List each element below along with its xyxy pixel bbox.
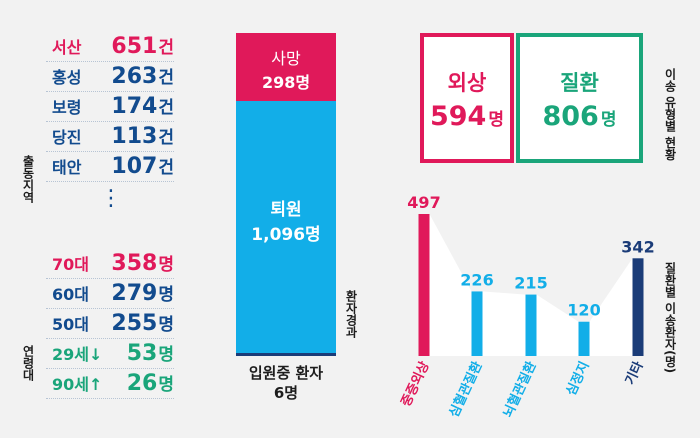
illness-label: 질환 <box>560 71 599 95</box>
age-number: 26 <box>126 371 158 396</box>
age-number: 358 <box>111 251 158 276</box>
region-number: 174 <box>111 94 158 119</box>
outcome-title: 환자경과 <box>344 290 358 338</box>
age-row: 70대 358명 <box>46 248 174 279</box>
age-label: 50대 <box>52 315 89 334</box>
illness-box: 질환 806 명 <box>516 33 643 163</box>
injury-label: 외상 <box>447 71 487 95</box>
category-label-1: 심혈관질환 <box>446 359 486 420</box>
age-label: 90세↑ <box>52 375 103 394</box>
bar-value-3: 120 <box>567 301 600 320</box>
illness-unit: 명 <box>600 110 617 130</box>
age-value: 358명 <box>111 250 174 276</box>
region-label: 태안 <box>52 158 82 177</box>
region-row: 보령 174건 <box>46 91 174 122</box>
discharge-label: 퇴원 <box>270 200 302 220</box>
disease-chart: 497 중증외상 226 심혈관질환 215 뇌혈관질환 120 심정지 342 기타 <box>398 193 655 420</box>
region-number: 113 <box>111 124 158 149</box>
transfer-title: 이송 유형별 현황 <box>663 68 677 161</box>
region-number: 263 <box>111 64 158 89</box>
injury-unit: 명 <box>488 110 504 130</box>
age-row: 50대 255명 <box>46 308 174 339</box>
category-label-2: 뇌혈관질환 <box>500 359 540 420</box>
bar-2 <box>525 294 537 356</box>
region-unit: 건 <box>158 68 174 88</box>
chart-title: 질환별 이송환자(명) <box>663 262 677 374</box>
age-value: 53명 <box>127 340 174 366</box>
age-value: 26명 <box>127 370 174 396</box>
region-row: 서산 651건 <box>46 31 174 62</box>
discharge-value: 1,096명 <box>251 225 321 245</box>
region-unit: 건 <box>158 158 174 178</box>
region-row: 태안 107건 <box>46 151 174 182</box>
bar-value-0: 497 <box>407 193 440 212</box>
category-label-3: 심정지 <box>563 359 593 398</box>
region-value: 174건 <box>111 93 174 119</box>
bar-value-4: 342 <box>621 237 654 256</box>
region-label: 당진 <box>52 128 82 147</box>
region-value: 107건 <box>111 153 174 179</box>
age-row: 29세↓ 53명 <box>46 338 174 369</box>
age-number: 53 <box>126 341 158 366</box>
death-bar: 사망 298명 <box>236 33 336 101</box>
bar-value-1: 226 <box>460 270 493 289</box>
age-row: 60대 279명 <box>46 278 174 309</box>
age-unit: 명 <box>158 315 174 335</box>
category-label-4: 기타 <box>622 359 647 387</box>
region-number: 651 <box>111 34 158 59</box>
category-label-0: 중증외상 <box>398 359 433 409</box>
bar-4 <box>632 258 644 356</box>
inpatient-value: 6명 <box>273 384 299 402</box>
region-row: 홍성 263건 <box>46 61 174 92</box>
age-unit: 명 <box>158 375 174 395</box>
bar-value-2: 215 <box>514 274 547 293</box>
illness-value-line: 806 명 <box>520 101 639 132</box>
region-title: 출동지역 <box>21 155 35 203</box>
discharge-bar: 퇴원 1,096명 <box>236 101 336 353</box>
death-value: 298명 <box>261 73 311 92</box>
bar-1 <box>471 291 483 356</box>
ellipsis: ⋮ <box>100 186 122 211</box>
region-unit: 건 <box>158 38 174 58</box>
bar-0 <box>418 214 430 356</box>
age-number: 255 <box>111 311 158 336</box>
region-value: 263건 <box>111 63 174 89</box>
age-number: 279 <box>111 281 158 306</box>
age-label: 29세↓ <box>52 345 103 364</box>
age-label: 60대 <box>52 285 89 304</box>
injury-value: 594 <box>429 101 487 132</box>
region-label: 보령 <box>52 98 82 117</box>
inpatient-bar <box>236 353 336 356</box>
region-label: 홍성 <box>52 68 82 87</box>
inpatient-label: 입원중 환자 <box>248 364 324 382</box>
age-row: 90세↑ 26명 <box>46 368 174 399</box>
region-unit: 건 <box>158 128 174 148</box>
age-value: 255명 <box>111 310 174 336</box>
age-title: 연령대 <box>21 345 35 381</box>
age-unit: 명 <box>158 345 174 365</box>
region-label: 서산 <box>52 38 82 57</box>
age-unit: 명 <box>158 285 174 305</box>
injury-box: 외상 594 명 <box>420 33 514 163</box>
illness-value: 806 <box>542 101 599 132</box>
death-label: 사망 <box>271 49 301 68</box>
bar-3 <box>578 321 590 356</box>
age-value: 279명 <box>111 280 174 306</box>
age-unit: 명 <box>158 255 174 275</box>
region-number: 107 <box>111 154 158 179</box>
age-label: 70대 <box>52 255 89 274</box>
injury-value-line: 594 명 <box>424 101 510 132</box>
region-unit: 건 <box>158 98 174 118</box>
region-value: 651건 <box>111 33 174 59</box>
region-row: 당진 113건 <box>46 121 174 152</box>
region-value: 113건 <box>111 123 174 149</box>
